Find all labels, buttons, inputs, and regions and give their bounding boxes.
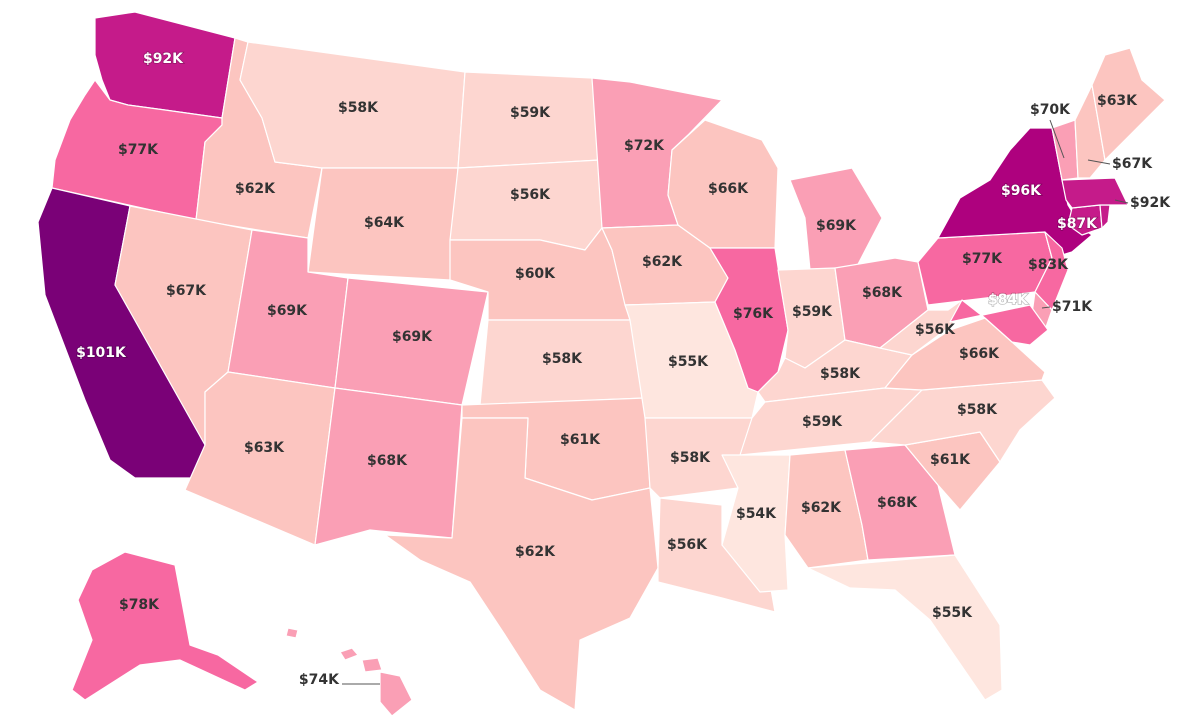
label-ak: $78K bbox=[119, 597, 160, 613]
label-fl: $55K bbox=[932, 605, 973, 621]
label-ut: $69K bbox=[267, 303, 308, 319]
state-ri bbox=[1099, 204, 1111, 229]
label-ms: $54K bbox=[736, 506, 777, 522]
label-ga: $68K bbox=[877, 495, 918, 511]
leader-line-vt bbox=[1049, 119, 1065, 159]
label-wv: $56K bbox=[915, 322, 956, 338]
label-al: $62K bbox=[801, 500, 842, 516]
label-ia: $62K bbox=[642, 254, 683, 270]
label-nm: $68K bbox=[367, 453, 408, 469]
state-la bbox=[657, 497, 776, 613]
label-il: $76K bbox=[733, 306, 774, 322]
state-me bbox=[1091, 47, 1166, 161]
label-nc: $58K bbox=[957, 402, 998, 418]
label-tx: $62K bbox=[515, 544, 556, 560]
label-nd: $59K bbox=[510, 105, 551, 121]
label-ca: $101K bbox=[76, 345, 127, 361]
label-mt: $58K bbox=[338, 100, 379, 116]
label-pa: $77K bbox=[962, 251, 1003, 267]
label-nj: $83K bbox=[1028, 257, 1069, 273]
label-de: $71K bbox=[1052, 299, 1093, 315]
label-id: $62K bbox=[235, 181, 276, 197]
leader-line-de bbox=[1041, 306, 1051, 309]
leader-line-ma bbox=[1114, 199, 1129, 204]
label-vt: $70K bbox=[1030, 102, 1071, 118]
label-leader-lines bbox=[342, 119, 1129, 685]
state-shapes bbox=[37, 11, 1166, 717]
state-ma bbox=[1061, 177, 1129, 209]
label-sc: $61K bbox=[930, 452, 971, 468]
label-nh: $67K bbox=[1112, 156, 1153, 172]
label-ky: $58K bbox=[820, 366, 861, 382]
label-mn: $72K bbox=[624, 138, 665, 154]
label-sd: $56K bbox=[510, 187, 551, 203]
label-ma: $92K bbox=[1130, 195, 1171, 211]
label-ok: $61K bbox=[560, 432, 601, 448]
state-hi4 bbox=[285, 627, 299, 639]
state-hi2 bbox=[361, 657, 383, 673]
state-ak bbox=[71, 551, 259, 701]
label-mo: $55K bbox=[668, 354, 709, 370]
state-tx bbox=[384, 417, 659, 711]
label-va: $66K bbox=[959, 346, 1000, 362]
label-me: $63K bbox=[1097, 93, 1138, 109]
state-hi3 bbox=[339, 647, 359, 661]
state-fl bbox=[807, 554, 1003, 701]
label-hi: $74K bbox=[299, 672, 340, 688]
state-nh bbox=[1074, 84, 1106, 179]
label-az: $63K bbox=[244, 440, 285, 456]
label-in: $59K bbox=[792, 304, 833, 320]
label-mi: $69K bbox=[816, 218, 857, 234]
label-oh: $68K bbox=[862, 285, 903, 301]
label-nv: $67K bbox=[166, 283, 207, 299]
state-value-labels: $92K $77K $101K $62K $67K $58K $64K $69K $69K $63… bbox=[75, 50, 1171, 688]
label-tn: $59K bbox=[802, 414, 843, 430]
label-wi: $66K bbox=[708, 181, 749, 197]
label-ny: $96K bbox=[1001, 183, 1042, 199]
state-ar bbox=[644, 417, 753, 499]
label-or: $77K bbox=[118, 142, 159, 158]
label-la: $56K bbox=[667, 537, 708, 553]
state-az bbox=[184, 371, 336, 546]
state-sd bbox=[449, 159, 603, 251]
label-ct: $87K bbox=[1057, 216, 1098, 232]
state-md bbox=[949, 299, 1049, 346]
label-md: $84K bbox=[988, 292, 1029, 308]
label-wa: $92K bbox=[143, 51, 184, 67]
leader-line-nh bbox=[1087, 159, 1111, 165]
label-ar: $58K bbox=[670, 450, 711, 466]
label-co: $69K bbox=[392, 329, 433, 345]
label-ne: $60K bbox=[515, 266, 556, 282]
state-hi1 bbox=[379, 671, 413, 717]
label-wy: $64K bbox=[364, 215, 405, 231]
label-ks: $58K bbox=[542, 351, 583, 367]
state-nm bbox=[314, 387, 463, 546]
